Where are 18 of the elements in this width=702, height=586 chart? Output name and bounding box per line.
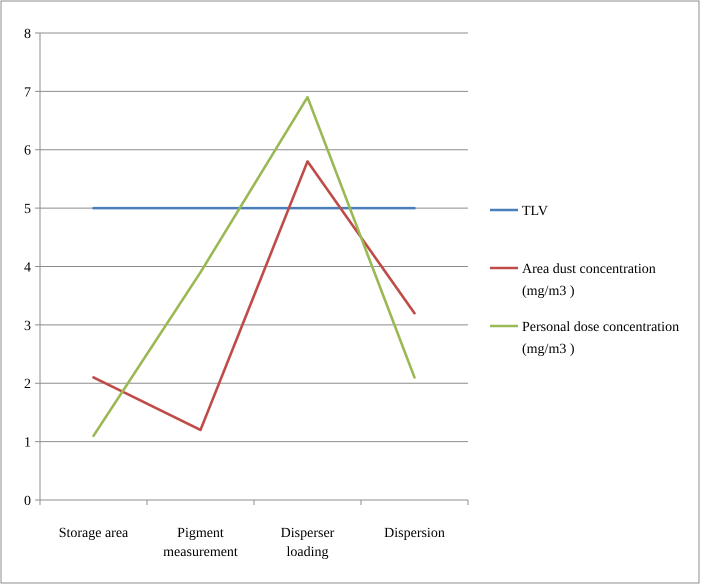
y-tick-label: 2 bbox=[24, 377, 31, 392]
y-tick-label: 1 bbox=[24, 436, 31, 451]
line-series bbox=[92, 96, 416, 438]
legend-label: Personal dose concentration (mg/m3 ) bbox=[522, 320, 680, 357]
y-tick-label: 6 bbox=[24, 144, 31, 159]
line-series bbox=[92, 160, 416, 432]
y-tick-label: 7 bbox=[24, 85, 31, 100]
x-tick-label: Storage area bbox=[58, 526, 130, 541]
y-tick-label: 3 bbox=[24, 318, 31, 334]
y-tick-label: 0 bbox=[24, 494, 31, 509]
y-tick-label: 5 bbox=[24, 202, 31, 218]
x-tick-label: Dispersion bbox=[384, 526, 445, 541]
x-tick-label: Pigment measurement bbox=[163, 526, 238, 560]
y-tick-label: 8 bbox=[24, 26, 31, 42]
x-tick-label: Disperser loading bbox=[280, 526, 335, 560]
legend-label: Area dust concentration (mg/m3 ) bbox=[522, 262, 656, 299]
legend-label: TLV bbox=[522, 204, 548, 219]
y-tick-label: 4 bbox=[24, 260, 31, 276]
